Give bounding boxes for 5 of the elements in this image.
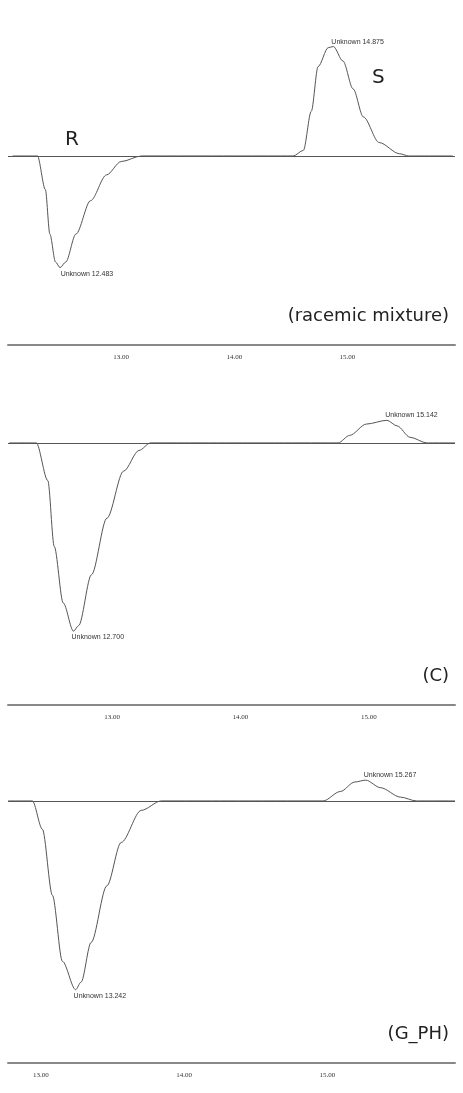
text: (G_PH) xyxy=(387,1021,450,1044)
text: (C) xyxy=(422,663,450,685)
annotation: S xyxy=(372,64,385,88)
annotation: R xyxy=(65,126,79,150)
text: (racemic mixture) xyxy=(287,303,450,325)
